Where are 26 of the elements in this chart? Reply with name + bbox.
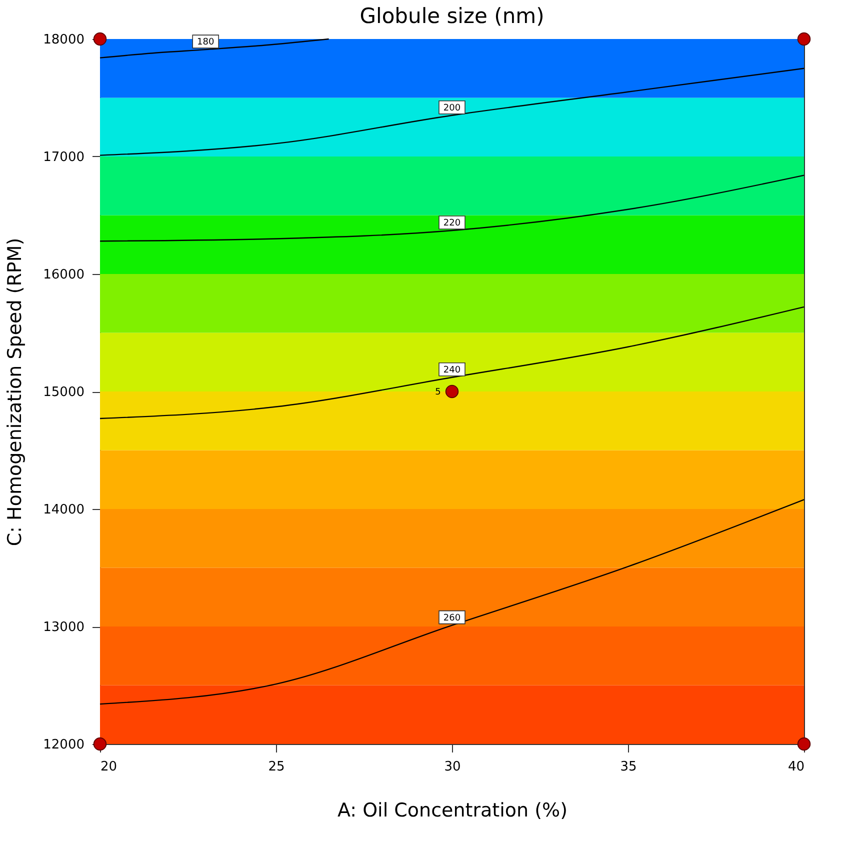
line-series	[99, 174, 805, 242]
annotation: 5	[435, 388, 441, 398]
x-tick-label: 20	[100, 760, 118, 774]
y-tick-label: 13000	[43, 620, 84, 635]
series-label: 240	[443, 365, 461, 376]
y-tick-label: 15000	[43, 385, 84, 400]
x-tick-label: 25	[268, 760, 285, 774]
line-series	[99, 499, 805, 705]
x-tick-label: 35	[620, 760, 637, 774]
series-label: 260	[443, 613, 461, 624]
line-series	[99, 306, 805, 420]
y-tick-label: 16000	[43, 268, 84, 282]
y-tick-label: 12000	[43, 738, 84, 752]
y-tick-label: 17000	[43, 150, 84, 165]
x-axis-title: A: Oil Concentration (%)	[338, 800, 568, 822]
y-tick-label: 14000	[43, 502, 84, 518]
series-label: 220	[443, 218, 461, 229]
series-label: 180	[197, 38, 214, 48]
line-series	[99, 38, 330, 58]
y-tick-label: 18000	[43, 32, 84, 48]
series-label: 200	[443, 103, 461, 114]
y-axis-title: C: Homogenization Speed (RPM)	[4, 238, 26, 546]
chart-title: Globule size (nm)	[360, 4, 544, 28]
x-tick-label: 40	[788, 760, 804, 774]
line-series	[99, 68, 805, 156]
x-tick-label: 30	[444, 760, 461, 774]
